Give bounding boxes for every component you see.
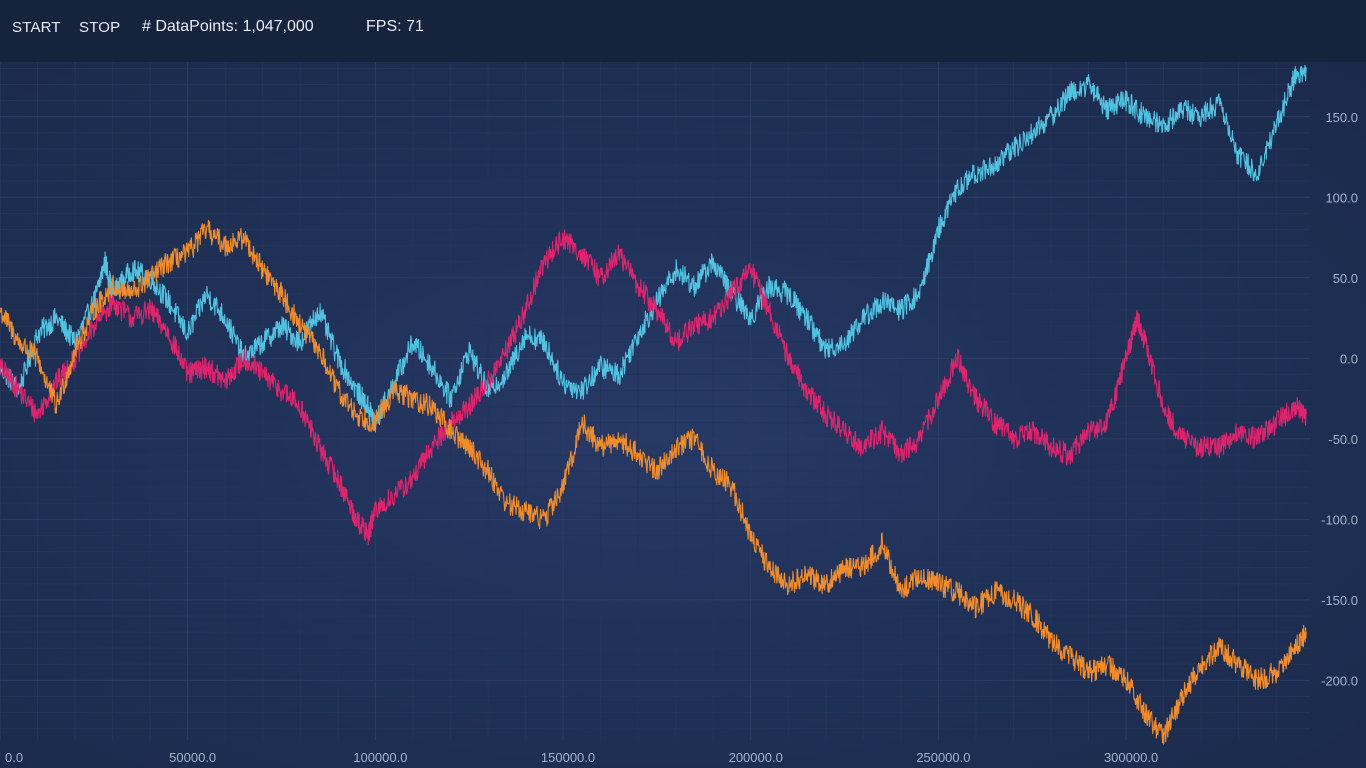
x-tick-label: 200000.0 [729,750,783,765]
start-button[interactable]: START [12,19,61,36]
stop-button[interactable]: STOP [79,19,121,36]
y-axis-labels: 150.0 100.0 50.0 0.0 -50.0 -100.0 -150.0 -200.0 [1321,110,1358,689]
minor-gridlines [0,62,1310,740]
x-tick-label: 50000.0 [169,750,216,765]
x-tick-label: 100000.0 [353,750,407,765]
series-line-1 [0,64,1307,433]
x-tick-label: 150000.0 [541,750,595,765]
x-tick-label: 250000.0 [916,750,970,765]
x-axis-labels: 0.0 50000.0 100000.0 150000.0 200000.0 250000… [5,750,1158,765]
y-tick-label: -150.0 [1321,593,1358,608]
y-tick-label: 150.0 [1325,110,1358,125]
fps-counter: FPS: 71 [366,18,424,35]
chart-area[interactable]: 150.0 100.0 50.0 0.0 -50.0 -100.0 -150.0 -200.0… [0,62,1366,768]
y-tick-label: -100.0 [1321,512,1358,527]
x-tick-label: 0.0 [5,750,23,765]
series-line-3 [0,219,1307,745]
series-line-2 [0,229,1307,546]
x-tick-label: 300000.0 [1104,750,1158,765]
y-tick-label: 50.0 [1333,271,1358,286]
toolbar: START STOP # DataPoints: 1,047,000 FPS: … [0,0,1366,62]
y-tick-label: -200.0 [1321,673,1358,688]
line-chart[interactable]: 150.0 100.0 50.0 0.0 -50.0 -100.0 -150.0 -200.0… [0,62,1366,768]
datapoints-counter: # DataPoints: 1,047,000 [142,18,314,35]
major-gridlines [0,62,1310,740]
y-tick-label: 100.0 [1325,190,1358,205]
y-tick-label: 0.0 [1340,351,1358,366]
y-tick-label: -50.0 [1328,432,1358,447]
series-layer [0,64,1307,745]
